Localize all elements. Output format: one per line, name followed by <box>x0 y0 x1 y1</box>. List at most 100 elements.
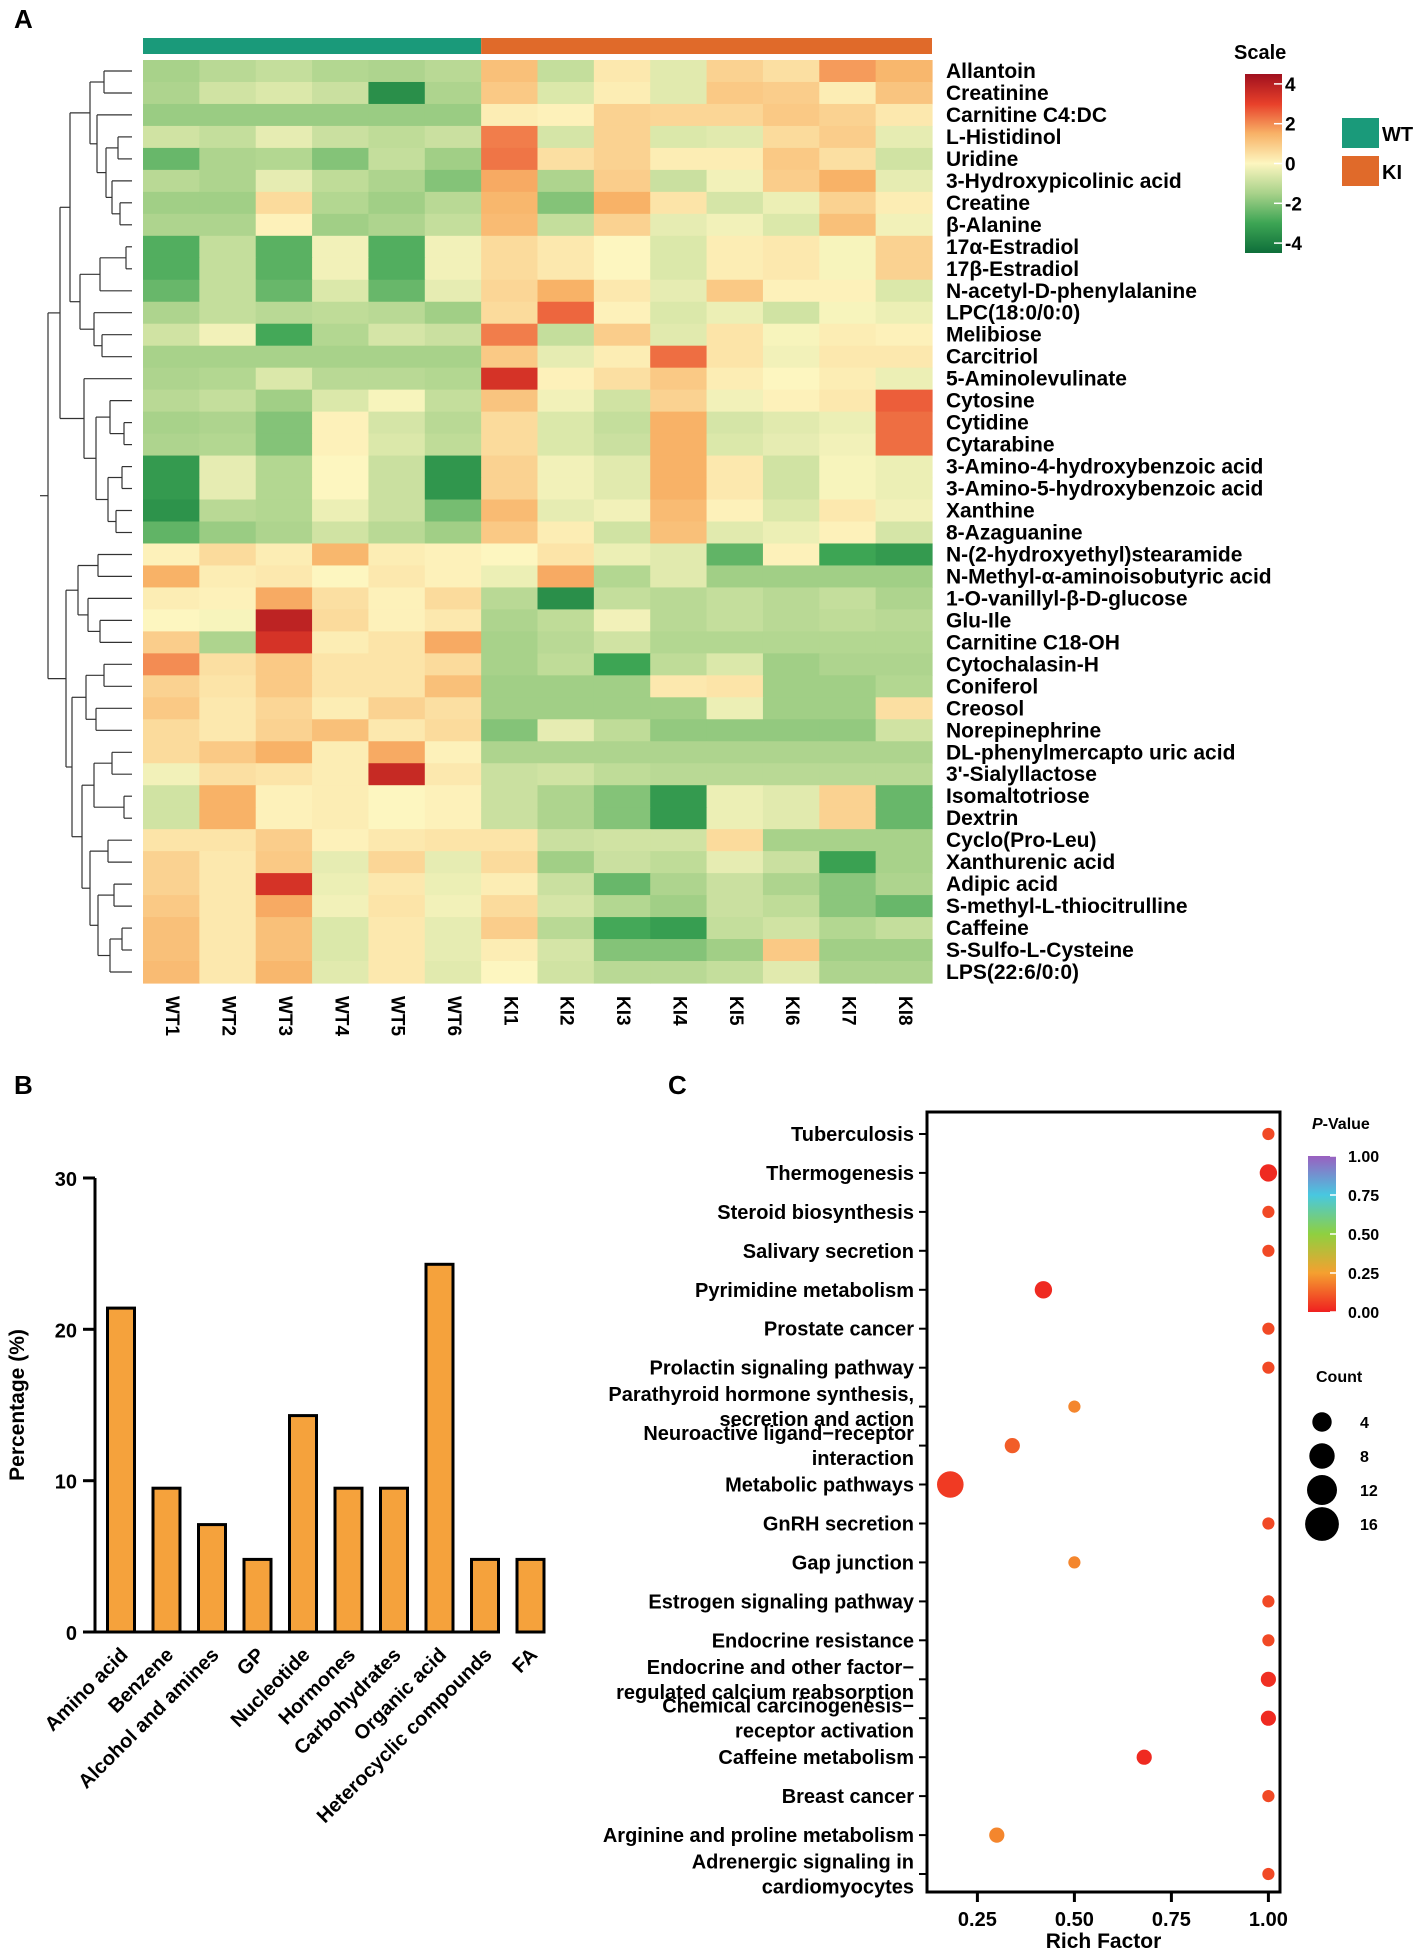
heatmap-cell <box>650 213 708 237</box>
heatmap-cell <box>650 477 708 501</box>
heatmap-cell <box>255 895 313 918</box>
heatmap-cell <box>650 147 708 171</box>
heatmap-cell <box>706 609 764 632</box>
heatmap-cell <box>762 807 820 830</box>
row-label: Cytarabine <box>946 434 1055 457</box>
heatmap-cell <box>199 169 257 193</box>
heatmap-cell <box>593 279 651 303</box>
pathway-label: Endocrine and other factor− <box>647 1657 914 1679</box>
heatmap-cell <box>199 389 257 413</box>
heatmap-cell <box>255 785 313 808</box>
row-label: N-acetyl-D-phenylalanine <box>946 280 1197 303</box>
scale-tick-label: -2 <box>1285 194 1302 215</box>
heatmap-cell <box>312 477 370 501</box>
heatmap-cell <box>593 521 651 545</box>
heatmap-cell <box>199 741 257 764</box>
heatmap-cell <box>481 587 539 611</box>
heatmap-cell <box>199 895 257 918</box>
heatmap-cell <box>875 873 933 896</box>
heatmap-cell <box>143 103 200 127</box>
heatmap-cell <box>762 653 820 676</box>
heatmap-cell <box>368 103 426 127</box>
heatmap-cell <box>819 279 877 303</box>
heatmap-cell <box>762 411 820 435</box>
heatmap-cell <box>143 521 200 545</box>
heatmap-cell <box>762 763 820 786</box>
heatmap-cell <box>143 81 200 105</box>
heatmap-cell <box>819 169 877 193</box>
heatmap-cell <box>819 895 877 918</box>
bubble-point <box>989 1827 1005 1843</box>
row-label: Allantoin <box>946 60 1036 83</box>
heatmap-cell <box>481 851 539 874</box>
heatmap-cell <box>143 279 200 303</box>
heatmap-cell <box>481 939 539 962</box>
heatmap-cell <box>143 147 200 171</box>
heatmap-cell <box>255 103 313 127</box>
heatmap-cell <box>481 631 539 654</box>
heatmap-cell <box>650 543 708 567</box>
heatmap-cell <box>875 895 933 918</box>
heatmap-cell <box>199 521 257 545</box>
row-label: Coniferol <box>946 675 1038 698</box>
heatmap-cell <box>199 565 257 589</box>
heatmap-cell <box>706 543 764 567</box>
heatmap-cell <box>312 301 370 325</box>
pathway-label: Chemical carcinogenesis− <box>662 1696 914 1718</box>
heatmap-cell <box>593 345 651 369</box>
heatmap-cell <box>481 609 539 632</box>
heatmap-cell <box>537 279 595 303</box>
heatmap-cell <box>706 873 764 896</box>
heatmap-cell <box>368 829 426 852</box>
heatmap-cell <box>650 565 708 589</box>
heatmap-cell <box>481 81 539 105</box>
heatmap-cell <box>537 719 595 742</box>
heatmap-cell <box>762 829 820 852</box>
heatmap-cell <box>593 169 651 193</box>
heatmap-cell <box>424 455 482 479</box>
row-label: Cytochalasin-H <box>946 653 1099 676</box>
heatmap-cell <box>819 235 877 259</box>
row-label: 3-Amino-4-hydroxybenzoic acid <box>946 456 1263 479</box>
row-label: LPS(22:6/0:0) <box>946 961 1079 984</box>
heatmap-cell <box>312 609 370 632</box>
heatmap-cell <box>424 411 482 435</box>
count-legend-label: 12 <box>1360 1483 1378 1500</box>
column-label: KI5 <box>725 996 746 1026</box>
heatmap-cell <box>819 741 877 764</box>
heatmap-cell <box>424 873 482 896</box>
heatmap-cell <box>143 719 200 742</box>
heatmap-cell <box>368 741 426 764</box>
heatmap-cell <box>199 587 257 611</box>
heatmap-cell <box>537 301 595 325</box>
panel-c-bubble-chart: C 0.25 0.50 0.75 1.00 Rich Factor Tuberculosi… <box>603 1070 1379 1950</box>
bar <box>379 1486 409 1634</box>
panel-label-c: C <box>668 1070 687 1100</box>
bubble-point <box>1262 1517 1275 1530</box>
heatmap-cell <box>875 323 933 347</box>
heatmap-cell <box>255 587 313 611</box>
bar <box>470 1557 500 1634</box>
heatmap-cell <box>143 587 200 611</box>
heatmap-cell <box>537 389 595 413</box>
row-label: Carnitine C4:DC <box>946 104 1107 127</box>
heatmap-cell <box>312 389 370 413</box>
heatmap-cell <box>650 675 708 698</box>
heatmap-cell <box>819 257 877 281</box>
bar-y-axis-label: Percentage (%) <box>6 1329 29 1481</box>
scale-legend: Scale 4 2 0 -2 -4 <box>1234 42 1302 255</box>
row-label: S-Sulfo-L-Cysteine <box>946 939 1134 962</box>
row-label: Cytidine <box>946 412 1029 435</box>
heatmap-cell <box>537 103 595 127</box>
heatmap-cell <box>537 565 595 589</box>
column-label: WT1 <box>161 996 182 1037</box>
heatmap-cell <box>481 829 539 852</box>
scale-tick-label: 4 <box>1285 75 1296 96</box>
heatmap-cell <box>762 543 820 567</box>
pathway-label: Endocrine resistance <box>712 1630 914 1652</box>
heatmap-cell <box>875 147 933 171</box>
heatmap-cell <box>481 169 539 193</box>
row-label: 3'-Sialyllactose <box>946 763 1097 786</box>
heatmap-cell <box>650 895 708 918</box>
bar <box>424 1262 455 1634</box>
